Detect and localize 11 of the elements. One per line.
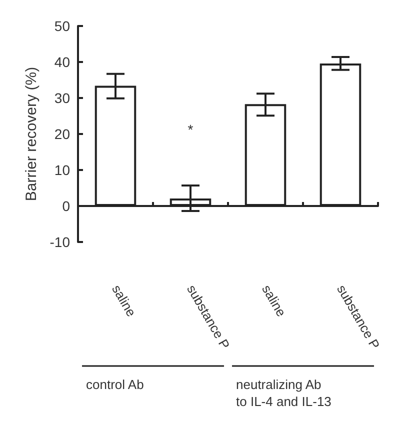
annotation: * <box>188 121 194 138</box>
y-tick-label: 10 <box>54 162 70 178</box>
text: control Ab <box>86 377 144 392</box>
y-axis-title: Barrier recovery (%) <box>22 66 40 202</box>
y-tick-label: 30 <box>54 90 70 106</box>
y-tick-label: 0 <box>62 198 70 214</box>
y-tick-label: 20 <box>54 126 70 142</box>
y-tick-label: 40 <box>54 54 70 70</box>
text: neutralizing Ab to IL-4 and IL-13 <box>236 377 332 409</box>
y-tick-label: -10 <box>50 234 70 250</box>
y-tick-label: 50 <box>54 18 70 34</box>
